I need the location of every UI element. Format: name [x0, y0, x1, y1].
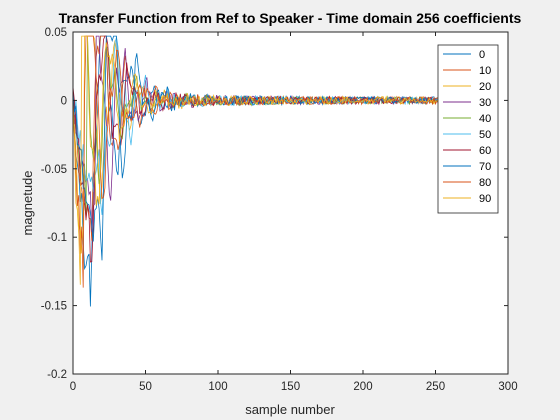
series-line-90 [72, 35, 444, 285]
y-axis-label: magnetude [20, 170, 35, 235]
x-tick-label: 150 [281, 381, 300, 393]
x-axis-label: sample number [245, 402, 335, 417]
tick-layer: 0 50 100 150 200 250 300-0.2-0.15-0.1-0.0500.0… [41, 27, 518, 393]
legend-label-30: 30 [479, 97, 491, 109]
x-tick-label: 300 [498, 381, 517, 393]
legend-label-60: 60 [479, 145, 491, 157]
x-tick-label: 50 [139, 381, 152, 393]
legend-label-40: 40 [479, 113, 491, 125]
chart-title: Transfer Function from Ref to Speaker - … [59, 10, 522, 26]
legend-label-70: 70 [479, 161, 491, 173]
x-tick-label: 100 [208, 381, 227, 393]
series-layer [72, 35, 444, 307]
y-tick-label: 0.05 [45, 27, 67, 39]
y-tick-label: 0 [61, 95, 67, 107]
legend-label-20: 20 [479, 81, 491, 93]
x-tick-label: 200 [353, 381, 372, 393]
legend-label-50: 50 [479, 129, 491, 141]
x-tick-label: 250 [426, 381, 445, 393]
x-tick-label: 0 [70, 381, 76, 393]
legend: 0 10 20 30 40 50 60 70 80 90 [437, 44, 499, 214]
legend-label-80: 80 [479, 177, 491, 189]
y-tick-label: -0.1 [47, 232, 67, 244]
legend-label-90: 90 [479, 193, 491, 205]
legend-label-10: 10 [479, 65, 491, 77]
y-tick-label: -0.05 [41, 164, 67, 176]
legend-label-0: 0 [479, 49, 485, 61]
y-tick-label: -0.2 [47, 369, 67, 381]
y-tick-label: -0.15 [41, 301, 67, 313]
legend-box [437, 44, 499, 214]
plot-area [73, 32, 508, 374]
